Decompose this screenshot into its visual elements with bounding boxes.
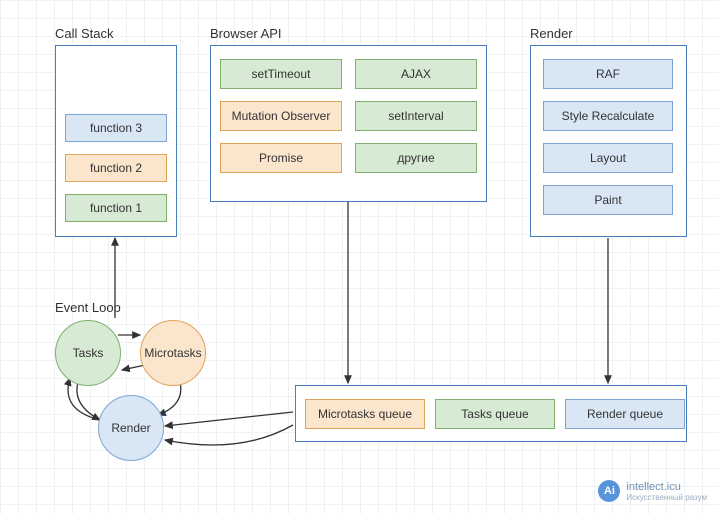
call-stack-item: function 1: [65, 194, 167, 222]
render-item: Style Recalculate: [543, 101, 673, 131]
call-stack-item: function 2: [65, 154, 167, 182]
browser-api-item: Promise: [220, 143, 342, 173]
event-loop-microtasks: Microtasks: [140, 320, 206, 386]
browser-api-item: setTimeout: [220, 59, 342, 89]
render-title: Render: [530, 26, 573, 41]
watermark-title: intellect.icu: [626, 481, 707, 493]
browser-api-item: другие: [355, 143, 477, 173]
browser-api-item: Mutation Observer: [220, 101, 342, 131]
tasks-label: Tasks: [73, 346, 104, 360]
watermark-logo: Ai: [598, 480, 620, 502]
event-loop-render: Render: [98, 395, 164, 461]
render-item: Paint: [543, 185, 673, 215]
render-item: Layout: [543, 143, 673, 173]
browser-api-title: Browser API: [210, 26, 282, 41]
event-loop-tasks: Tasks: [55, 320, 121, 386]
event-loop-title: Event Loop: [55, 300, 121, 315]
watermark: Ai intellect.icu Искусственный разум: [598, 480, 707, 502]
queue-item: Render queue: [565, 399, 685, 429]
call-stack-item: function 3: [65, 114, 167, 142]
queue-item: Tasks queue: [435, 399, 555, 429]
render-label: Render: [111, 421, 150, 435]
browser-api-item: setInterval: [355, 101, 477, 131]
queue-item: Microtasks queue: [305, 399, 425, 429]
watermark-subtitle: Искусственный разум: [626, 493, 707, 502]
microtasks-label: Microtasks: [144, 346, 201, 360]
call-stack-title: Call Stack: [55, 26, 114, 41]
render-item: RAF: [543, 59, 673, 89]
browser-api-item: AJAX: [355, 59, 477, 89]
